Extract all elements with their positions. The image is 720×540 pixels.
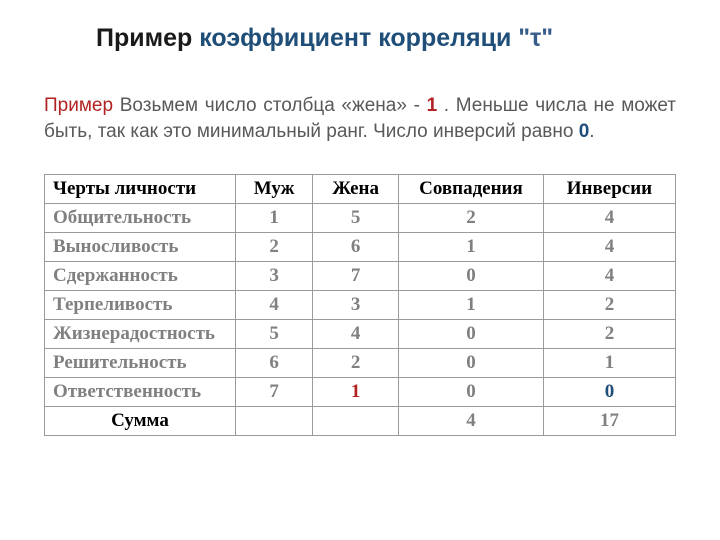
trait-label: Решительность — [45, 349, 236, 378]
cell-muj: 6 — [235, 349, 312, 378]
para-one: 1 — [427, 95, 438, 116]
table-row: Решительность 6 2 0 1 — [45, 349, 676, 378]
col-husband: Муж — [235, 175, 312, 204]
cell-muj: 3 — [235, 262, 312, 291]
cell-muj: 5 — [235, 320, 312, 349]
trait-label: Ответственность — [45, 378, 236, 407]
table-row: Сдержанность 3 7 0 4 — [45, 262, 676, 291]
table-sum-row: Сумма 4 17 — [45, 407, 676, 436]
cell-muj: 7 — [235, 378, 312, 407]
cell-inv-highlight: 0 — [543, 378, 675, 407]
cell-jena: 4 — [313, 320, 399, 349]
title-part2: коэффициент корреляци — [199, 24, 511, 52]
example-paragraph: Пример Возьмем число столбца «жена» - 1 … — [44, 93, 676, 144]
table-row: Ответственность 7 1 0 0 — [45, 378, 676, 407]
cell-sov: 0 — [399, 262, 544, 291]
traits-table: Черты личности Муж Жена Совпадения Инвер… — [44, 174, 676, 436]
cell-jena: 5 — [313, 204, 399, 233]
trait-label: Терпеливость — [45, 291, 236, 320]
table-row: Жизнерадостность 5 4 0 2 — [45, 320, 676, 349]
col-matches: Совпадения — [399, 175, 544, 204]
table-row: Выносливость 2 6 1 4 — [45, 233, 676, 262]
para-lead: Пример — [44, 95, 113, 116]
cell-inv: 2 — [543, 320, 675, 349]
trait-label: Выносливость — [45, 233, 236, 262]
cell-inv: 4 — [543, 233, 675, 262]
sum-label: Сумма — [45, 407, 236, 436]
cell-jena-highlight: 1 — [313, 378, 399, 407]
cell-sov: 0 — [399, 320, 544, 349]
cell-muj: 1 — [235, 204, 312, 233]
title-part1: Пример — [96, 24, 192, 52]
para-seg1: Возьмем число столбца «жена» - — [113, 95, 427, 116]
cell-jena: 6 — [313, 233, 399, 262]
col-wife: Жена — [313, 175, 399, 204]
cell-inv: 1 — [543, 349, 675, 378]
trait-label: Общительность — [45, 204, 236, 233]
traits-table-wrap: Черты личности Муж Жена Совпадения Инвер… — [44, 174, 676, 436]
cell-jena: 3 — [313, 291, 399, 320]
sum-jena — [313, 407, 399, 436]
cell-sov: 0 — [399, 378, 544, 407]
table-row: Терпеливость 4 3 1 2 — [45, 291, 676, 320]
col-traits: Черты личности — [45, 175, 236, 204]
sum-inv: 17 — [543, 407, 675, 436]
sum-sov: 4 — [399, 407, 544, 436]
cell-muj: 2 — [235, 233, 312, 262]
table-header-row: Черты личности Муж Жена Совпадения Инвер… — [45, 175, 676, 204]
para-seg3: . — [589, 121, 594, 142]
cell-sov: 2 — [399, 204, 544, 233]
table-row: Общительность 1 5 2 4 — [45, 204, 676, 233]
cell-jena: 7 — [313, 262, 399, 291]
trait-label: Жизнерадостность — [45, 320, 236, 349]
cell-sov: 1 — [399, 233, 544, 262]
slide-title: Пример коэффициент корреляци "τ" — [96, 24, 676, 53]
cell-sov: 0 — [399, 349, 544, 378]
title-part3: "τ" — [518, 24, 553, 52]
cell-inv: 2 — [543, 291, 675, 320]
col-inversions: Инверсии — [543, 175, 675, 204]
cell-inv: 4 — [543, 204, 675, 233]
cell-muj: 4 — [235, 291, 312, 320]
para-zero: 0 — [579, 121, 590, 142]
cell-inv: 4 — [543, 262, 675, 291]
cell-sov: 1 — [399, 291, 544, 320]
sum-muj — [235, 407, 312, 436]
slide: Пример коэффициент корреляци "τ" Пример … — [0, 0, 720, 540]
trait-label: Сдержанность — [45, 262, 236, 291]
cell-jena: 2 — [313, 349, 399, 378]
